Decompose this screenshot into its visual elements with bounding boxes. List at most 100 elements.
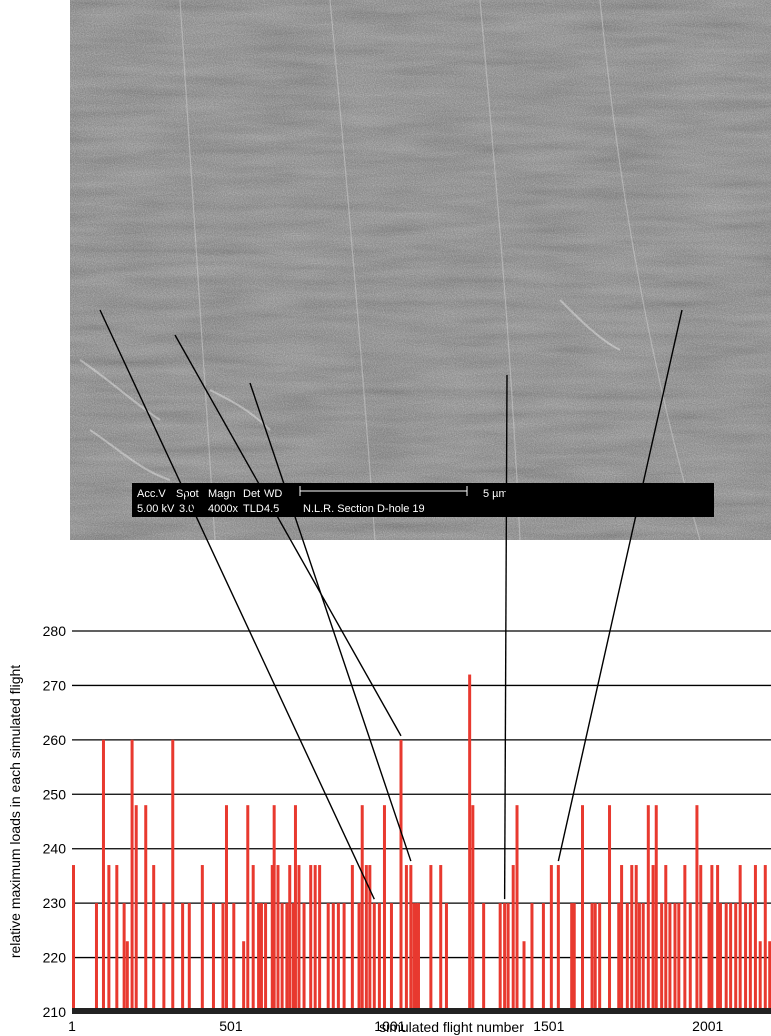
bar-84 — [630, 865, 634, 1012]
bar-111 — [758, 941, 762, 1012]
y-tick-label-220: 220 — [43, 950, 67, 966]
bar-110 — [753, 865, 757, 1012]
bar-34 — [297, 865, 301, 1012]
bar-103 — [718, 903, 722, 1012]
bar-29 — [280, 903, 284, 1012]
bar-83 — [625, 903, 629, 1012]
bar-95 — [677, 903, 681, 1012]
bar-54 — [409, 865, 413, 1012]
bar-88 — [646, 805, 650, 1012]
bar-73 — [556, 865, 560, 1012]
bar-102 — [716, 865, 720, 1012]
bar-0 — [72, 865, 75, 1012]
scalebar-value-det: TLD — [243, 503, 264, 515]
scalebar-header-det: Det — [243, 488, 260, 500]
bar-17 — [221, 903, 225, 1012]
bar-64 — [498, 903, 502, 1012]
bar-33 — [293, 805, 297, 1012]
sem-micrograph: Acc.V Spot Magn Det WD 5.00 kV 3.0 4000x… — [70, 0, 771, 540]
bar-41 — [336, 903, 340, 1012]
bar-112 — [763, 865, 767, 1012]
scalebar-header-spot: Spot — [176, 488, 199, 500]
bar-76 — [581, 805, 585, 1012]
bar-13 — [181, 903, 185, 1012]
annotation-line-3 — [503, 374, 508, 900]
bar-78 — [593, 903, 597, 1012]
bar-77 — [590, 903, 594, 1012]
bar-31 — [288, 865, 292, 1012]
bar-4 — [115, 865, 119, 1012]
bar-61 — [468, 674, 472, 1012]
bar-5 — [122, 903, 126, 1012]
bar-25 — [264, 903, 268, 1012]
bar-26 — [270, 865, 274, 1012]
scalebar-value-accv: 5.00 kV — [137, 503, 175, 515]
bar-101 — [710, 865, 714, 1012]
bar-74 — [570, 903, 574, 1012]
bar-18 — [224, 805, 228, 1012]
bar-63 — [482, 903, 486, 1012]
bar-28 — [276, 865, 280, 1012]
y-tick-label-250: 250 — [43, 786, 67, 802]
y-tick-label-210: 210 — [43, 1004, 67, 1020]
x-tick-label-1001: 1001 — [374, 1018, 405, 1034]
bar-32 — [291, 903, 295, 1012]
bar-62 — [471, 805, 475, 1012]
bar-92 — [664, 865, 668, 1012]
x-tick-labels: 1 501 1001 1501 2001 — [68, 1018, 723, 1034]
x-tick-label-2001: 2001 — [692, 1018, 723, 1034]
bar-59 — [439, 865, 443, 1012]
bar-39 — [326, 903, 330, 1012]
bar-93 — [668, 903, 672, 1012]
bar-72 — [549, 865, 553, 1012]
bar-19 — [232, 903, 236, 1012]
scalebar-header-magn: Magn — [208, 488, 236, 500]
bar-46 — [364, 865, 368, 1012]
annotation-line-4 — [557, 309, 683, 862]
scalebar-header-wd: WD — [264, 488, 282, 500]
bar-81 — [617, 903, 621, 1012]
y-axis-label: relative maximum loads in each simulated… — [7, 665, 23, 958]
bar-113 — [768, 941, 771, 1012]
bar-48 — [372, 903, 376, 1012]
scalebar-header-accv: Acc.V — [137, 488, 166, 500]
bar-51 — [389, 903, 393, 1012]
annotation-line-1 — [174, 334, 402, 737]
bar-55 — [412, 903, 416, 1012]
bar-50 — [382, 805, 386, 1012]
bar-1 — [94, 903, 98, 1012]
x-tick-label-1501: 1501 — [533, 1018, 564, 1034]
bar-99 — [699, 865, 703, 1012]
bar-90 — [654, 805, 658, 1012]
bar-70 — [530, 903, 534, 1012]
y-tick-label-230: 230 — [43, 895, 67, 911]
x-axis-baseline — [72, 1008, 771, 1014]
x-tick-label-501: 501 — [219, 1018, 243, 1034]
scalebar-length-label: 5 µm — [483, 488, 508, 500]
bar-56 — [415, 903, 419, 1012]
bar-15 — [200, 865, 204, 1012]
bar-27 — [272, 805, 276, 1012]
bar-86 — [637, 903, 641, 1012]
bar-30 — [285, 903, 289, 1012]
bar-107 — [738, 865, 742, 1012]
bar-71 — [541, 903, 545, 1012]
bar-96 — [683, 865, 687, 1012]
y-tick-label-240: 240 — [43, 841, 67, 857]
bar-22 — [251, 865, 255, 1012]
bar-16 — [211, 903, 215, 1012]
bar-66 — [506, 903, 510, 1012]
bar-49 — [377, 903, 381, 1012]
bar-82 — [620, 865, 624, 1012]
bar-8 — [134, 805, 138, 1012]
bar-43 — [350, 865, 354, 1012]
scalebar-ruler — [299, 486, 468, 496]
bar-37 — [313, 865, 317, 1012]
bar-20 — [242, 941, 246, 1012]
bar-109 — [748, 903, 752, 1012]
scalebar-value-wd: 4.5 — [264, 503, 279, 515]
bar-23 — [257, 903, 261, 1012]
bar-106 — [734, 903, 738, 1012]
bar-42 — [342, 903, 346, 1012]
